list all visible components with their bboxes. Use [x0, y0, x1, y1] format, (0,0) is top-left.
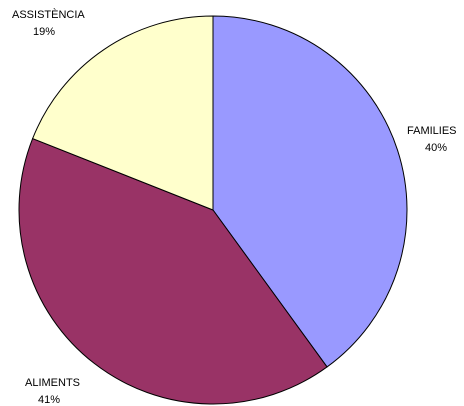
slice-label-families: FAMILIES [407, 125, 457, 137]
slice-percent-aliments: 41% [38, 394, 60, 406]
pie-slice-families [212, 15, 408, 368]
slice-percent-families: 40% [425, 142, 447, 154]
slice-percent-assistencia: 19% [33, 26, 55, 38]
slice-label-aliments: ALIMENTS [25, 377, 80, 389]
pie-slices [18, 15, 408, 405]
pie-slice-assistencia [31, 15, 214, 211]
slice-label-assistencia: ASSISTÈNCIA [12, 8, 85, 21]
pie-slice-aliments [18, 137, 328, 405]
